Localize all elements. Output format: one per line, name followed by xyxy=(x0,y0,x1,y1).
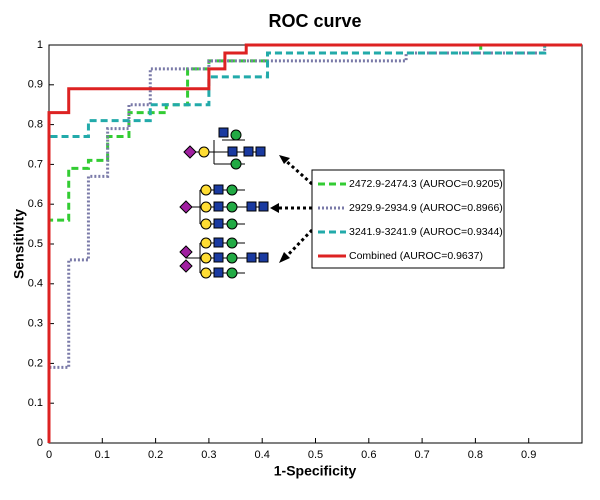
arrows xyxy=(276,158,314,260)
legend-label: 3241.9-3241.9 (AUROC=0.9344) xyxy=(349,226,503,238)
y-tick-label: 0.9 xyxy=(28,79,43,91)
x-tick-label: 0.3 xyxy=(201,449,216,461)
y-tick-label: 0.6 xyxy=(28,198,43,210)
x-tick-label: 0 xyxy=(46,449,52,461)
y-tick-label: 0 xyxy=(37,437,43,449)
x-tick-label: 0.1 xyxy=(95,449,110,461)
chart-title: ROC curve xyxy=(268,11,361,31)
y-axis-label: Sensitivity xyxy=(11,209,27,279)
y-tick-label: 1 xyxy=(37,39,43,51)
x-tick-label: 0.4 xyxy=(255,449,270,461)
legend-box xyxy=(311,169,505,269)
roc-line xyxy=(47,43,582,443)
legend-label: 2929.9-2934.9 (AUROC=0.8966) xyxy=(349,202,503,214)
y-tick-label: 0.8 xyxy=(28,119,43,131)
x-tick-label: 0.6 xyxy=(361,449,376,461)
arrow-heads xyxy=(270,155,290,263)
y-tick-label: 0.1 xyxy=(28,397,43,409)
y-tick-label: 0.3 xyxy=(28,318,43,330)
legend-label: Combined (AUROC=0.9637) xyxy=(349,250,483,262)
y-tick-label: 0.5 xyxy=(28,238,43,250)
x-tick-label: 0.2 xyxy=(148,449,163,461)
roc-line xyxy=(47,43,582,443)
x-axis-label: 1-Specificity xyxy=(274,463,357,479)
y-tick-label: 0.2 xyxy=(28,357,43,369)
glycans xyxy=(179,127,269,279)
x-tick-label: 0.9 xyxy=(521,449,536,461)
legend-label: 2472.9-2474.3 (AUROC=0.9205) xyxy=(349,178,503,190)
x-tick-label: 0.5 xyxy=(308,449,323,461)
y-tick-label: 0.7 xyxy=(28,158,43,170)
y-tick-label: 0.4 xyxy=(28,278,43,290)
x-tick-label: 0.7 xyxy=(414,449,429,461)
x-tick-label: 0.8 xyxy=(468,449,483,461)
